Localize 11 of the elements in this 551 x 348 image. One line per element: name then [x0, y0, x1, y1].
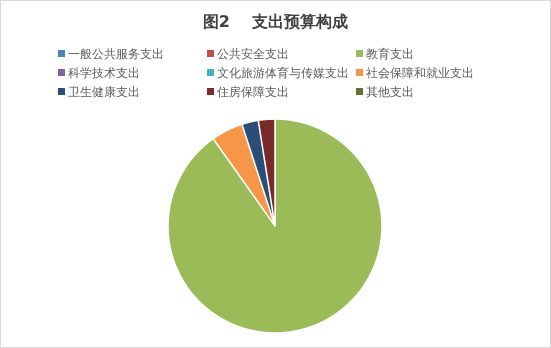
legend-label: 其他支出: [366, 85, 414, 99]
pie-slice: [167, 118, 383, 334]
legend-label: 社会保障和就业支出: [366, 66, 474, 80]
chart-title: 图2 支出预算构成: [202, 12, 348, 31]
legend-label: 一般公共服务支出: [68, 47, 164, 61]
legend-label: 卫生健康支出: [68, 85, 140, 99]
legend-label: 公共安全支出: [217, 47, 289, 61]
legend-label: 文化旅游体育与传媒支出: [217, 66, 349, 80]
legend-label: 科学技术支出: [68, 66, 140, 80]
legend-label: 教育支出: [366, 47, 414, 61]
legend-label: 住房保障支出: [216, 85, 289, 99]
